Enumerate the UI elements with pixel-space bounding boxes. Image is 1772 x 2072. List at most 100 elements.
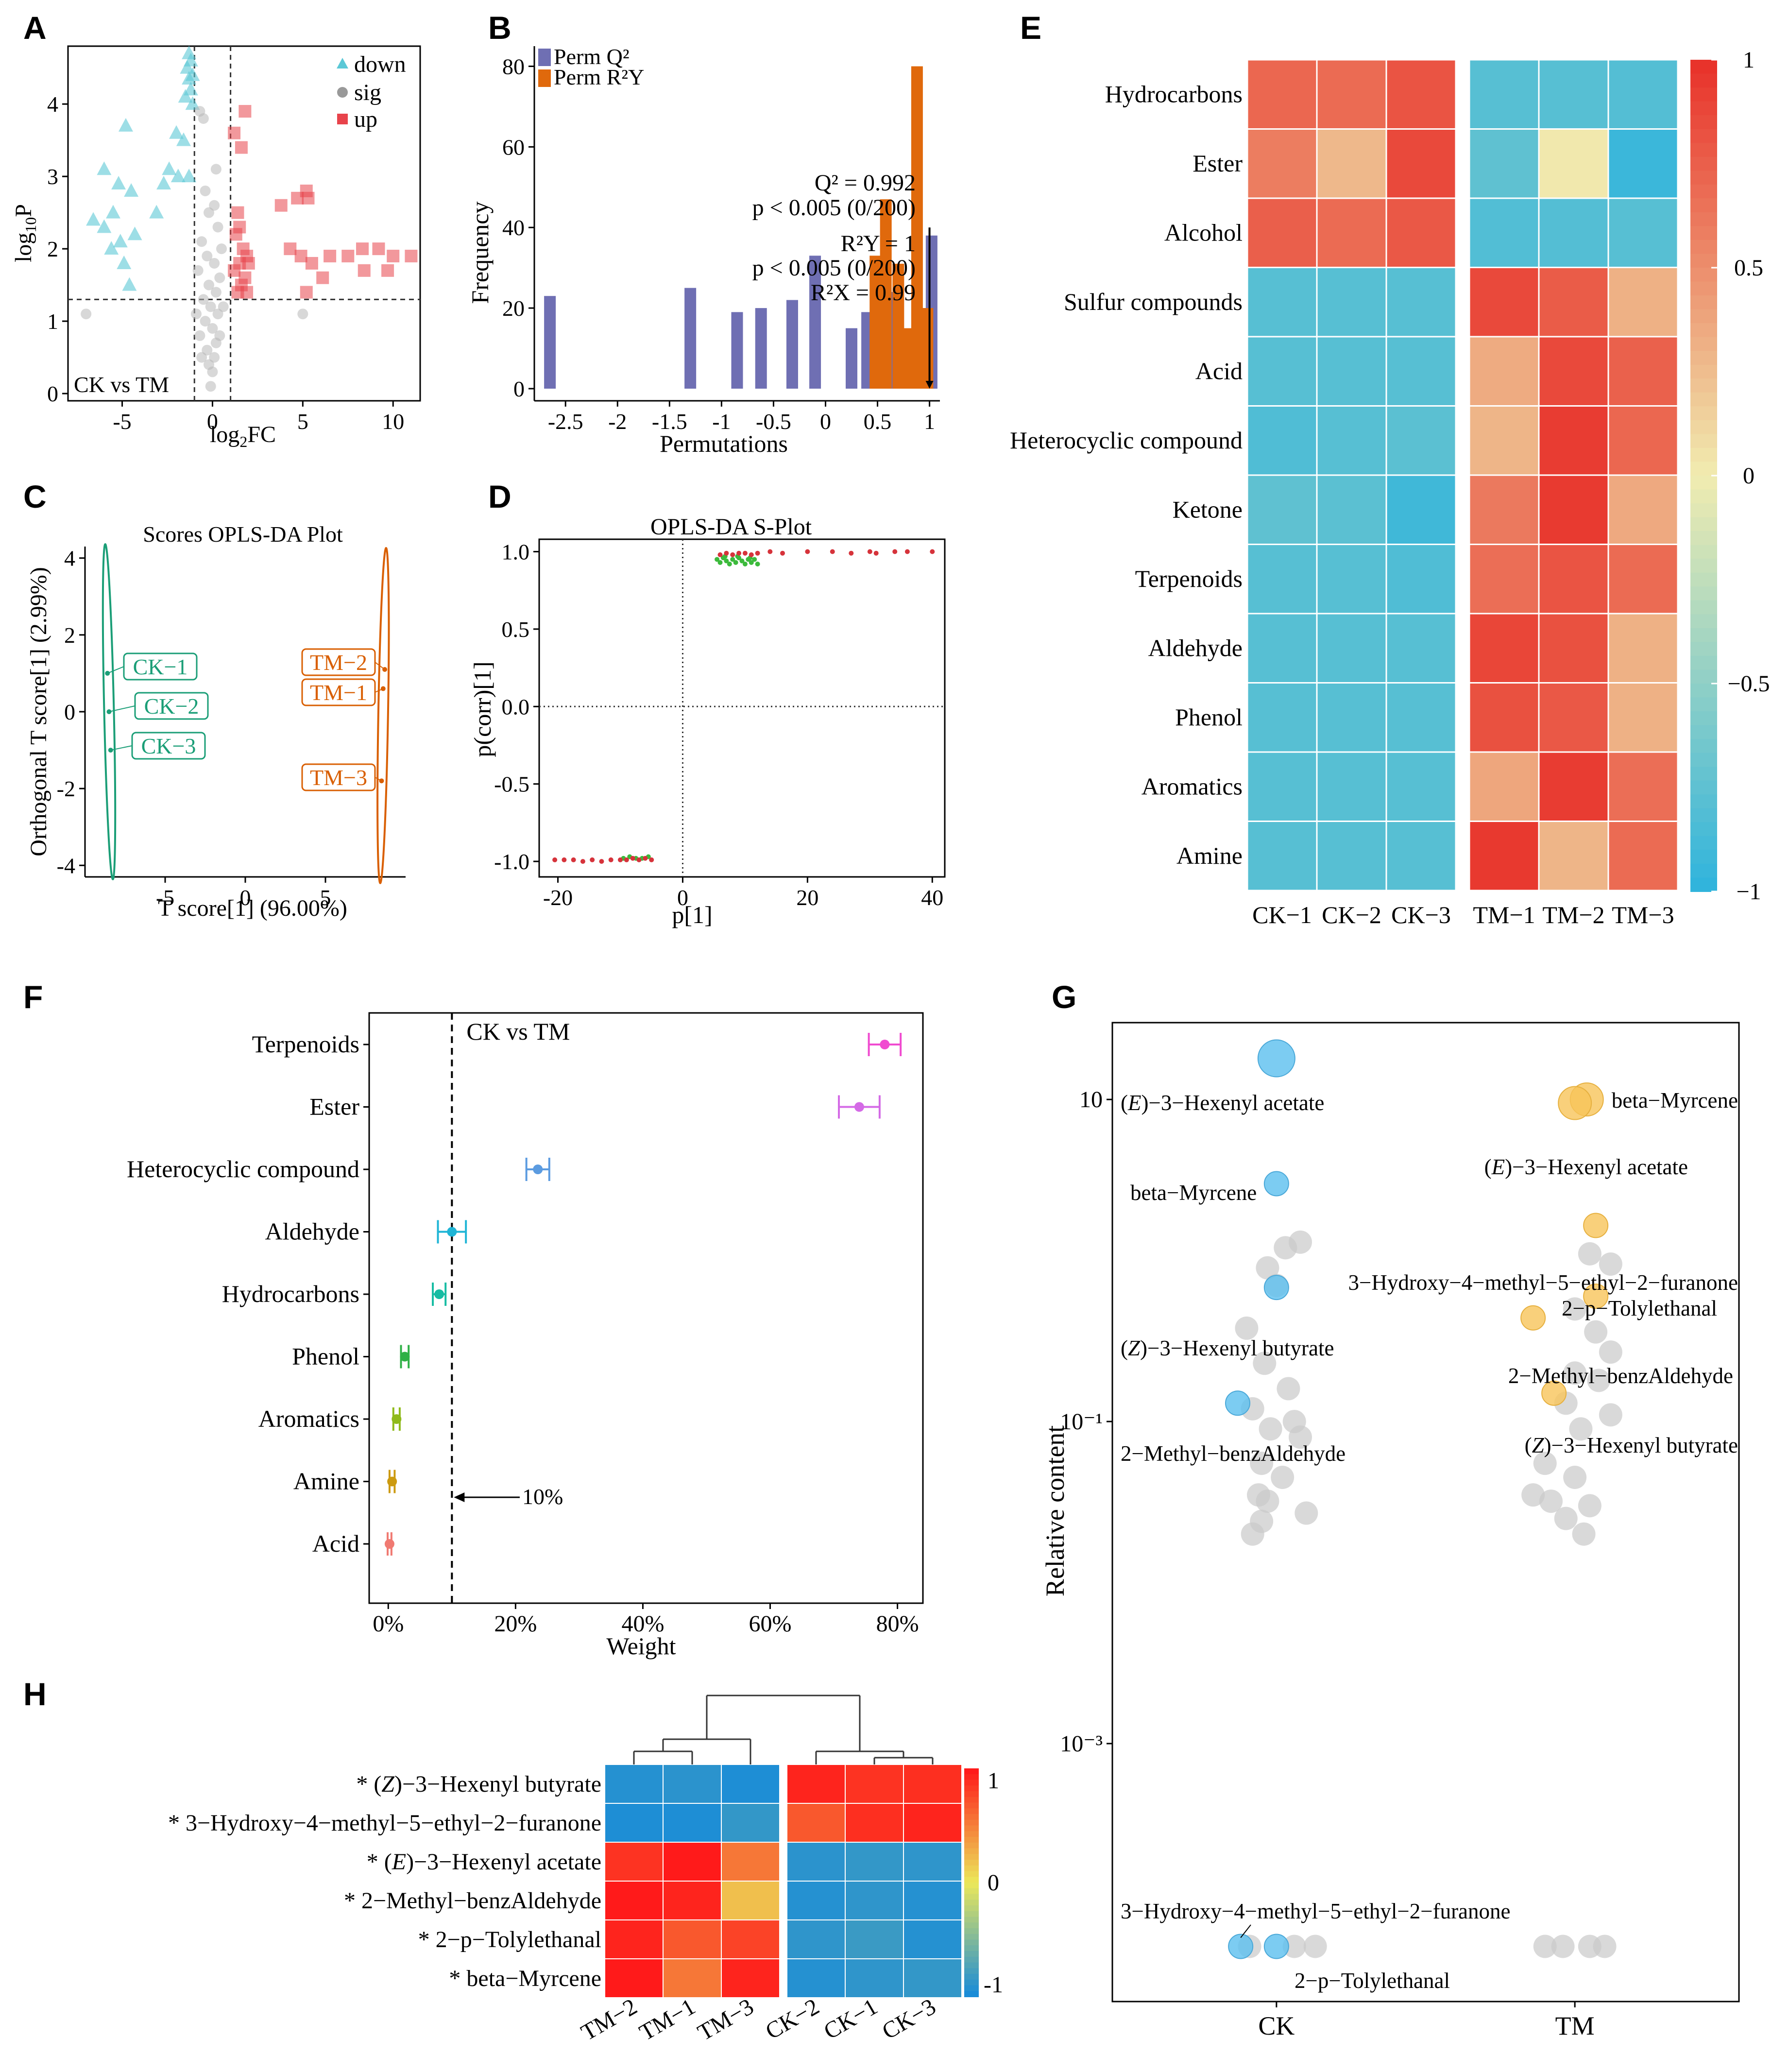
panel-d-xtick-label: 20 bbox=[796, 885, 818, 910]
panel-b-bar-r2y-2 bbox=[892, 263, 904, 389]
panel-d-point-other-5 bbox=[715, 557, 720, 562]
panel-a-ylabel-tail: P bbox=[11, 204, 36, 217]
panel-h-cell-r5-c3 bbox=[786, 1958, 846, 1998]
label-segment: ) bbox=[1140, 1336, 1147, 1360]
panel-e-colorbar-step-14 bbox=[1690, 254, 1717, 268]
panel-b-bar-r2y-5 bbox=[921, 308, 934, 389]
panel-g-point-highlight-2 bbox=[1263, 1275, 1289, 1301]
panel-c-sample-label: CK−2 bbox=[144, 694, 199, 719]
panel-a-point-up-27 bbox=[305, 257, 318, 270]
panel-f-category-label: Heterocyclic compound bbox=[127, 1155, 359, 1182]
panel-a-point-sig-11 bbox=[192, 265, 204, 276]
panel-a-point-up-28 bbox=[316, 271, 329, 284]
panel-g-frame bbox=[1111, 1022, 1740, 2003]
panel-h-cell-r2-c3 bbox=[786, 1842, 846, 1882]
panel-e-cell-r7-c2 bbox=[1385, 544, 1457, 615]
panel-f-category-label: Acid bbox=[312, 1530, 359, 1557]
panel-a-point-down-0 bbox=[182, 45, 197, 59]
panel-e-colorbar-step-57 bbox=[1690, 850, 1717, 864]
panel-h-cell-r2-c2 bbox=[721, 1842, 780, 1882]
panel-h-colorbar-step-24 bbox=[964, 1905, 979, 1912]
panel-g-category-label: CK bbox=[1258, 2011, 1295, 2040]
panel-d-point-other-9 bbox=[727, 562, 732, 567]
panel-e-column-label: CK−1 bbox=[1252, 901, 1312, 928]
panel-c-label-leader-CK−3 bbox=[110, 745, 133, 751]
panel-a-legend-label-down: down bbox=[354, 51, 406, 77]
label-segment-italic: E bbox=[1127, 1091, 1142, 1115]
label-segment-italic: E bbox=[1491, 1155, 1505, 1179]
panel-h-cell-r4-c0 bbox=[604, 1919, 664, 1959]
panel-a-point-sig-25 bbox=[207, 366, 218, 377]
panel-g-point-highlight-5 bbox=[1263, 1934, 1289, 1959]
panel-h-column-label: TM−2 bbox=[577, 1994, 641, 2046]
panel-e-colorbar-step-8 bbox=[1690, 171, 1717, 185]
panel-g-compound-label: (Z)−3−Hexenyl butyrate bbox=[1525, 1433, 1738, 1457]
panel-g-point-highlight-10 bbox=[1520, 1305, 1546, 1331]
panel-e-cell-r7-c3 bbox=[1468, 544, 1540, 615]
label-segment: * bbox=[367, 1849, 384, 1875]
panel-a-point-up-29 bbox=[300, 286, 313, 299]
panel-h-colorbar-step-5 bbox=[964, 1797, 979, 1803]
panel-h-cell-r3-c0 bbox=[604, 1881, 664, 1920]
panel-b-stat-annotation: p < 0.005 (0/200) bbox=[752, 255, 916, 281]
panel-f-point-4 bbox=[434, 1289, 444, 1299]
panel-e-cell-r1-c2 bbox=[1385, 128, 1457, 199]
panel-e-colorbar-step-3 bbox=[1690, 101, 1717, 116]
panel-e-colorbar-step-52 bbox=[1690, 780, 1717, 795]
panel-g-point-other-1 bbox=[1289, 1230, 1312, 1254]
panel-e-cell-r5-c5 bbox=[1607, 405, 1679, 476]
panel-h-colorbar-step-26 bbox=[964, 1917, 979, 1923]
panel-b-legend-swatch-q2 bbox=[538, 49, 551, 66]
panel-h-column-label: CK−2 bbox=[761, 1994, 823, 2045]
panel-a-xlabel: log2FC bbox=[210, 422, 276, 450]
panel-h-colorbar-step-23 bbox=[964, 1900, 979, 1906]
panel-g-point-other-19 bbox=[1282, 1935, 1306, 1958]
panel-h-cell-r0-c4 bbox=[845, 1764, 904, 1804]
panel-a-point-up-26 bbox=[405, 250, 418, 263]
panel-e-row-label: Acid bbox=[1195, 357, 1243, 384]
panel-e-cell-r4-c2 bbox=[1385, 336, 1457, 407]
panel-g-compound-label: (E)−3−Hexenyl acetate bbox=[1484, 1155, 1688, 1179]
panel-d-ytick-label: -0.5 bbox=[494, 772, 529, 797]
panel-a-point-down-5 bbox=[183, 82, 198, 96]
panel-e-cell-r5-c2 bbox=[1385, 405, 1457, 476]
panel-e-colorbar-step-54 bbox=[1690, 808, 1717, 823]
panel-f-threshold-arrowhead bbox=[454, 1492, 465, 1502]
panel-h-colorbar-step-18 bbox=[964, 1871, 979, 1878]
panel-e-cell-r2-c0 bbox=[1246, 197, 1318, 268]
panel-e-colorbar-step-35 bbox=[1690, 545, 1717, 560]
panel-h-cell-r2-c0 bbox=[604, 1842, 664, 1882]
panel-a-point-sig-6 bbox=[212, 222, 223, 233]
panel-a-point-up-5 bbox=[274, 199, 288, 212]
panel-a-point-down-12 bbox=[111, 176, 126, 190]
panel-b-bar-r2y-4 bbox=[911, 66, 923, 389]
panel-e-cell-r5-c1 bbox=[1316, 405, 1387, 476]
panel-a-legend-marker-sig bbox=[337, 87, 348, 98]
panel-e-colorbar-step-47 bbox=[1690, 711, 1717, 726]
panel-e-colorbar-step-48 bbox=[1690, 725, 1717, 740]
panel-h-colorbar-step-3 bbox=[964, 1785, 979, 1792]
label-segment: −3−Hexenyl butyrate bbox=[402, 1771, 601, 1797]
panel-h-colorbar-step-16 bbox=[964, 1860, 979, 1866]
panel-a-comparison-label: CK vs TM bbox=[74, 372, 169, 397]
panel-e-colorbar-step-53 bbox=[1690, 794, 1717, 809]
panel-e-cell-r3-c0 bbox=[1246, 267, 1318, 338]
panel-a-point-sig-27 bbox=[214, 330, 225, 341]
panel-e-cell-r11-c0 bbox=[1246, 821, 1318, 891]
panel-a-point-up-19 bbox=[284, 242, 297, 256]
panel-a-point-sig-19 bbox=[207, 323, 218, 334]
panel-g-point-other-5 bbox=[1253, 1352, 1277, 1375]
panel-g-point-highlight-1 bbox=[1263, 1171, 1289, 1197]
panel-a-point-up-21 bbox=[324, 250, 337, 263]
panel-e-colorbar-step-9 bbox=[1690, 184, 1717, 199]
panel-b-bar-r2y-0 bbox=[869, 256, 882, 389]
panel-e-column-label: TM−1 bbox=[1473, 901, 1535, 928]
panel-e-cell-r1-c4 bbox=[1538, 128, 1609, 199]
panel-d-ytick-label: 0.0 bbox=[502, 694, 530, 719]
panel-h-colorbar-label: 1 bbox=[988, 1768, 999, 1794]
panel-g-ytick-label: 10 bbox=[1079, 1087, 1103, 1113]
panel-h-cell-r1-c1 bbox=[663, 1803, 722, 1843]
panel-e-cell-r9-c4 bbox=[1538, 682, 1609, 753]
panel-d-point-significant-26 bbox=[873, 550, 879, 556]
panel-e-cell-r3-c3 bbox=[1468, 267, 1540, 338]
